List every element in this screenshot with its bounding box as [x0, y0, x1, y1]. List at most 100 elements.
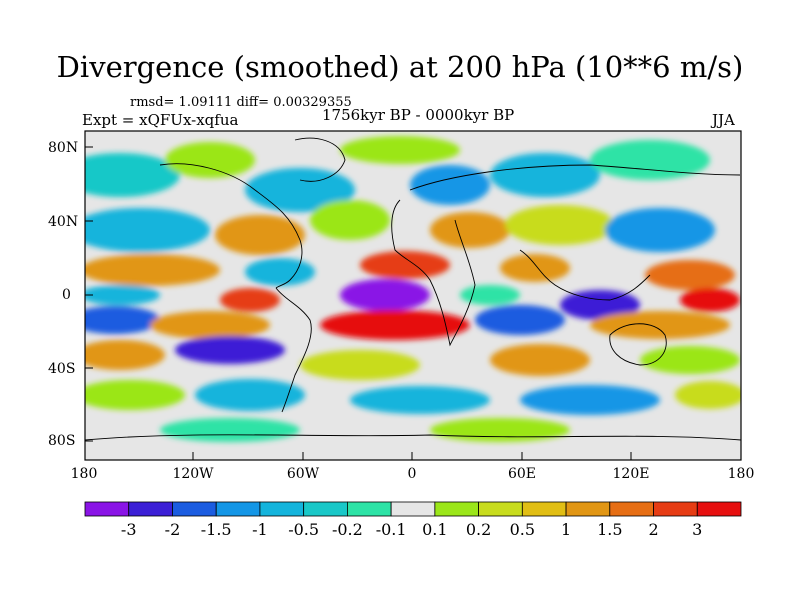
colorbar-swatch	[521, 501, 567, 517]
field-patch	[675, 381, 741, 409]
field-patch	[85, 208, 210, 252]
field-patch	[165, 142, 255, 178]
field-patch	[215, 215, 305, 255]
colorbar-label: -3	[120, 520, 137, 539]
colorbar-label: 0.1	[422, 520, 448, 539]
field-patch	[85, 285, 160, 305]
stats-label: rmsd= 1.09111 diff= 0.00329355	[130, 95, 352, 110]
field-patch	[645, 260, 735, 290]
lon-tick-60w: 60W	[286, 466, 320, 482]
lat-tick-40s: 40S	[48, 361, 76, 377]
chart-title: Divergence (smoothed) at 200 hPa (10**6 …	[56, 50, 744, 84]
lon-tick-120e: 120E	[612, 466, 650, 482]
colorbar-swatch	[128, 501, 173, 517]
field-patch	[475, 305, 565, 335]
field-patch	[150, 311, 270, 339]
eurasia-coast	[409, 164, 741, 191]
field-patch	[350, 386, 490, 414]
field-patch	[560, 290, 640, 320]
south-asia-coast	[519, 249, 651, 301]
field-patch	[605, 208, 715, 252]
colorbar-label: 3	[692, 520, 703, 539]
colorbar-label: -0.2	[331, 520, 363, 539]
colorbar-label: 2	[648, 520, 659, 539]
field-patch	[245, 258, 315, 286]
field-patch	[85, 340, 165, 370]
field-patch	[490, 344, 590, 376]
antarctica-coast	[85, 434, 741, 441]
field-patch	[195, 379, 305, 411]
colorbar-swatch	[84, 501, 130, 517]
colorbar	[84, 501, 742, 517]
field-patch	[490, 153, 600, 197]
colorbar-label: -0.5	[288, 520, 320, 539]
colorbar-swatch	[346, 501, 392, 517]
colorbar-label: 1.5	[597, 520, 623, 539]
lat-tick-0: 0	[62, 287, 71, 303]
field-patch	[430, 212, 510, 248]
field-patch	[300, 350, 420, 380]
colorbar-label: -1	[252, 520, 268, 539]
lat-tick-80n: 80N	[48, 140, 79, 156]
greenland-coast	[294, 137, 346, 182]
field-patch	[245, 168, 355, 212]
colorbar-label: 1	[560, 520, 572, 539]
colorbar-swatch	[696, 501, 742, 517]
colorbar-swatch	[565, 501, 611, 517]
field-patch	[85, 380, 185, 410]
colorbar-label: 0.5	[509, 520, 536, 539]
colorbar-swatch	[303, 501, 348, 517]
lon-tick-120w: 120W	[172, 466, 214, 482]
field-patch	[310, 200, 390, 240]
field-patch	[320, 310, 470, 340]
field-patch	[590, 311, 730, 339]
colorbar-swatch	[653, 501, 698, 517]
field-patch	[680, 288, 740, 312]
field-patch	[85, 153, 180, 197]
experiment-label: Expt = xQFUx-xqfua	[82, 111, 239, 129]
field-patch	[175, 336, 285, 364]
field-patch	[220, 288, 280, 312]
season-label: JJA	[712, 111, 735, 129]
field-patch	[520, 385, 660, 415]
colorbar-label: -0.1	[375, 520, 407, 539]
field-patch	[500, 254, 570, 282]
north-america-coast	[159, 163, 303, 289]
field-patch	[160, 418, 300, 442]
field-patch	[410, 165, 490, 205]
coastlines	[85, 137, 741, 441]
lon-tick-180w: 180	[70, 466, 98, 482]
lon-tick-0: 0	[407, 466, 417, 482]
map-field	[85, 131, 741, 460]
colorbar-label: -2	[164, 520, 181, 539]
australia-coast	[609, 323, 667, 366]
lon-tick-180e: 180	[727, 466, 755, 482]
axis-ticks	[85, 146, 632, 460]
field-patch	[640, 346, 740, 374]
field-patch	[85, 254, 220, 286]
colorbar-swatch	[390, 501, 436, 517]
field-patch	[505, 205, 615, 245]
africa-coast	[391, 199, 476, 347]
colorbar-swatch	[172, 501, 217, 517]
colorbar-swatch	[434, 501, 480, 517]
field-patch	[590, 140, 710, 180]
colorbar-label: -1.5	[200, 520, 232, 539]
lon-tick-60e: 60E	[507, 466, 537, 482]
colorbar-swatch	[478, 501, 523, 517]
field-patch	[85, 306, 160, 334]
period-label: 1756kyr BP - 0000kyr BP	[322, 106, 515, 124]
lat-tick-40n: 40N	[48, 214, 79, 230]
field-patch	[340, 279, 430, 311]
colorbar-swatch	[215, 501, 261, 517]
south-america-coast	[275, 287, 312, 413]
field-patch	[460, 285, 520, 305]
lat-tick-80s: 80S	[48, 433, 76, 449]
field-patch	[430, 418, 570, 442]
colorbar-label: 0.2	[465, 520, 492, 539]
field-patch	[340, 136, 460, 164]
colorbar-swatch	[609, 501, 654, 517]
field-patch	[360, 251, 450, 279]
colorbar-swatch	[259, 501, 305, 517]
